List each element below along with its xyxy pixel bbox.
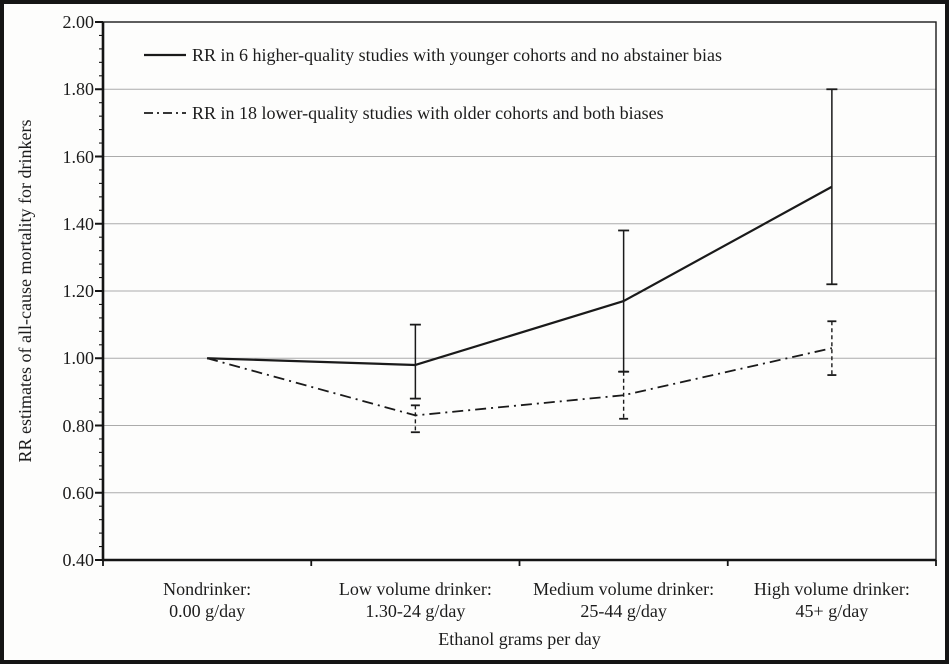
legend-item-label: RR in 18 lower-quality studies with olde…: [192, 103, 664, 123]
x-category-label: Medium volume drinker: 25-44 g/day: [509, 578, 739, 622]
series-line-lower-quality: [206, 347, 833, 417]
x-category-label: Low volume drinker: 1.30-24 g/day: [300, 578, 530, 622]
y-tick-label: 0.80: [62, 415, 95, 436]
legend-item: RR in 6 higher-quality studies with youn…: [144, 44, 722, 66]
legend-item: RR in 18 lower-quality studies with olde…: [144, 102, 664, 124]
y-tick-label: 1.20: [62, 281, 95, 301]
y-tick-label: 0.60: [62, 482, 95, 503]
y-tick-label: 0.40: [62, 550, 95, 570]
y-tick-label: 1.80: [62, 79, 95, 100]
x-category-line1: Nondrinker:: [163, 579, 252, 599]
y-tick-label: 1.40: [62, 213, 95, 234]
legend-swatch-solid-line: [144, 53, 186, 57]
x-category-line2: 45+ g/day: [795, 601, 869, 621]
x-category-line2: 0.00 g/day: [169, 601, 246, 621]
x-category-label: Nondrinker: 0.00 g/day: [92, 578, 322, 622]
x-category-line1: Medium volume drinker:: [533, 579, 715, 599]
x-category-line2: 25-44 g/day: [580, 601, 667, 621]
series-line-higher-quality: [207, 185, 833, 367]
y-tick-label: 2.00: [62, 12, 95, 32]
x-category-line1: Low volume drinker:: [338, 579, 492, 599]
x-category-label: High volume drinker: 45+ g/day: [717, 578, 947, 622]
y-tick-label: 1.60: [62, 146, 95, 167]
y-tick-label: 1.00: [62, 348, 95, 369]
legend-item-label: RR in 6 higher-quality studies with youn…: [192, 45, 723, 65]
x-axis-title: Ethanol grams per day: [438, 629, 601, 649]
x-category-line1: High volume drinker:: [753, 579, 910, 599]
legend-swatch-dash-dot-line: [144, 112, 186, 114]
x-category-line2: 1.30-24 g/day: [365, 601, 466, 621]
